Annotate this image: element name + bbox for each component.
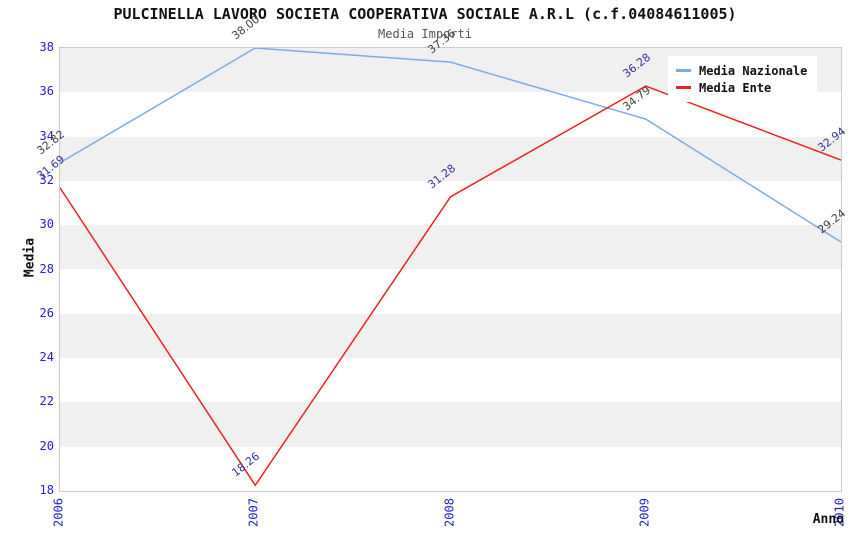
plot-area xyxy=(59,47,842,492)
legend-label: Media Nazionale xyxy=(699,63,808,78)
legend: Media Nazionale Media Ente xyxy=(668,56,818,102)
y-tick-label: 18 xyxy=(39,483,54,497)
x-tick-label: 2007 xyxy=(246,498,261,527)
y-tick-label: 38 xyxy=(39,40,54,54)
x-tick-label: 2006 xyxy=(51,498,66,527)
y-tick-label: 24 xyxy=(39,350,54,365)
y-tick-label: 22 xyxy=(39,394,54,409)
grid-band xyxy=(60,446,841,491)
y-tick-label: 26 xyxy=(39,305,54,320)
y-tick-label: 28 xyxy=(39,261,54,276)
legend-line-swatch-blue xyxy=(676,69,691,72)
legend-label: Media Ente xyxy=(699,80,772,95)
grid-band xyxy=(60,402,841,447)
grid-band xyxy=(60,358,841,403)
series-line-media-ente xyxy=(60,85,841,487)
legend-line-swatch-red xyxy=(676,86,691,89)
x-tick-label: 2008 xyxy=(442,498,456,527)
chart-title: PULCINELLA LAVORO SOCIETA COOPERATIVA SO… xyxy=(113,5,737,23)
y-tick-label: 34 xyxy=(39,128,54,143)
grid-band xyxy=(60,225,841,270)
legend-entry-media-ente: Media Ente xyxy=(676,79,807,96)
grid-band xyxy=(60,136,841,181)
x-tick-label: 2009 xyxy=(637,498,652,527)
x-axis-label: Anno xyxy=(812,512,844,527)
grid-band xyxy=(60,180,841,226)
y-tick-label: 32 xyxy=(39,172,54,187)
series-lines xyxy=(60,48,841,487)
grid-band xyxy=(60,313,841,359)
series-line-media-nazionale xyxy=(60,48,841,243)
chart-subtitle: Media Importi xyxy=(378,27,472,41)
y-tick-label: 30 xyxy=(39,217,54,232)
y-tick-label: 36 xyxy=(39,84,54,99)
y-tick-label: 20 xyxy=(39,438,54,453)
grid-band xyxy=(60,269,841,314)
legend-entry-media-nazionale: Media Nazionale xyxy=(676,62,807,79)
